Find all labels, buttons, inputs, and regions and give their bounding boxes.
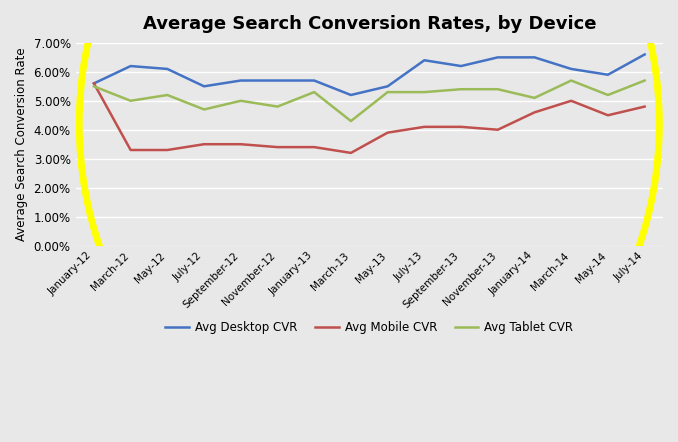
- Avg Mobile CVR: [237, 141, 245, 147]
- Line: Avg Tablet CVR: Avg Tablet CVR: [94, 80, 645, 121]
- Avg Mobile CVR: [127, 147, 135, 152]
- Avg Mobile CVR: [567, 98, 575, 103]
- Legend: Avg Desktop CVR, Avg Mobile CVR, Avg Tablet CVR: Avg Desktop CVR, Avg Mobile CVR, Avg Tab…: [161, 316, 578, 339]
- Avg Desktop CVR: [567, 66, 575, 72]
- Avg Mobile CVR: [163, 147, 172, 152]
- Avg Mobile CVR: [273, 145, 281, 150]
- Avg Mobile CVR: [604, 113, 612, 118]
- Avg Desktop CVR: [604, 72, 612, 77]
- Avg Tablet CVR: [604, 92, 612, 98]
- Avg Desktop CVR: [237, 78, 245, 83]
- Avg Tablet CVR: [237, 98, 245, 103]
- Avg Desktop CVR: [347, 92, 355, 98]
- Avg Tablet CVR: [420, 89, 428, 95]
- Avg Mobile CVR: [457, 124, 465, 130]
- Y-axis label: Average Search Conversion Rate: Average Search Conversion Rate: [15, 47, 28, 241]
- Avg Desktop CVR: [127, 63, 135, 69]
- Avg Tablet CVR: [530, 95, 538, 100]
- Avg Mobile CVR: [347, 150, 355, 156]
- Avg Desktop CVR: [200, 84, 208, 89]
- Avg Mobile CVR: [310, 145, 318, 150]
- Avg Tablet CVR: [310, 89, 318, 95]
- Avg Desktop CVR: [273, 78, 281, 83]
- Avg Mobile CVR: [494, 127, 502, 133]
- Avg Tablet CVR: [163, 92, 172, 98]
- Avg Mobile CVR: [530, 110, 538, 115]
- Avg Tablet CVR: [273, 104, 281, 109]
- Avg Mobile CVR: [420, 124, 428, 130]
- Line: Avg Mobile CVR: Avg Mobile CVR: [94, 84, 645, 153]
- Avg Desktop CVR: [384, 84, 392, 89]
- Avg Desktop CVR: [310, 78, 318, 83]
- Avg Desktop CVR: [641, 52, 649, 57]
- Avg Tablet CVR: [347, 118, 355, 124]
- Avg Desktop CVR: [420, 57, 428, 63]
- Avg Tablet CVR: [384, 89, 392, 95]
- Avg Desktop CVR: [163, 66, 172, 72]
- Avg Desktop CVR: [457, 63, 465, 69]
- Line: Avg Desktop CVR: Avg Desktop CVR: [94, 54, 645, 95]
- Avg Tablet CVR: [200, 107, 208, 112]
- Avg Tablet CVR: [89, 84, 98, 89]
- Avg Desktop CVR: [494, 55, 502, 60]
- Avg Mobile CVR: [641, 104, 649, 109]
- Avg Tablet CVR: [127, 98, 135, 103]
- Avg Tablet CVR: [494, 87, 502, 92]
- Avg Tablet CVR: [641, 78, 649, 83]
- Avg Mobile CVR: [384, 130, 392, 135]
- Avg Tablet CVR: [567, 78, 575, 83]
- Title: Average Search Conversion Rates, by Device: Average Search Conversion Rates, by Devi…: [142, 15, 596, 33]
- Avg Mobile CVR: [89, 81, 98, 86]
- Avg Tablet CVR: [457, 87, 465, 92]
- Avg Desktop CVR: [89, 81, 98, 86]
- Avg Desktop CVR: [530, 55, 538, 60]
- Avg Mobile CVR: [200, 141, 208, 147]
